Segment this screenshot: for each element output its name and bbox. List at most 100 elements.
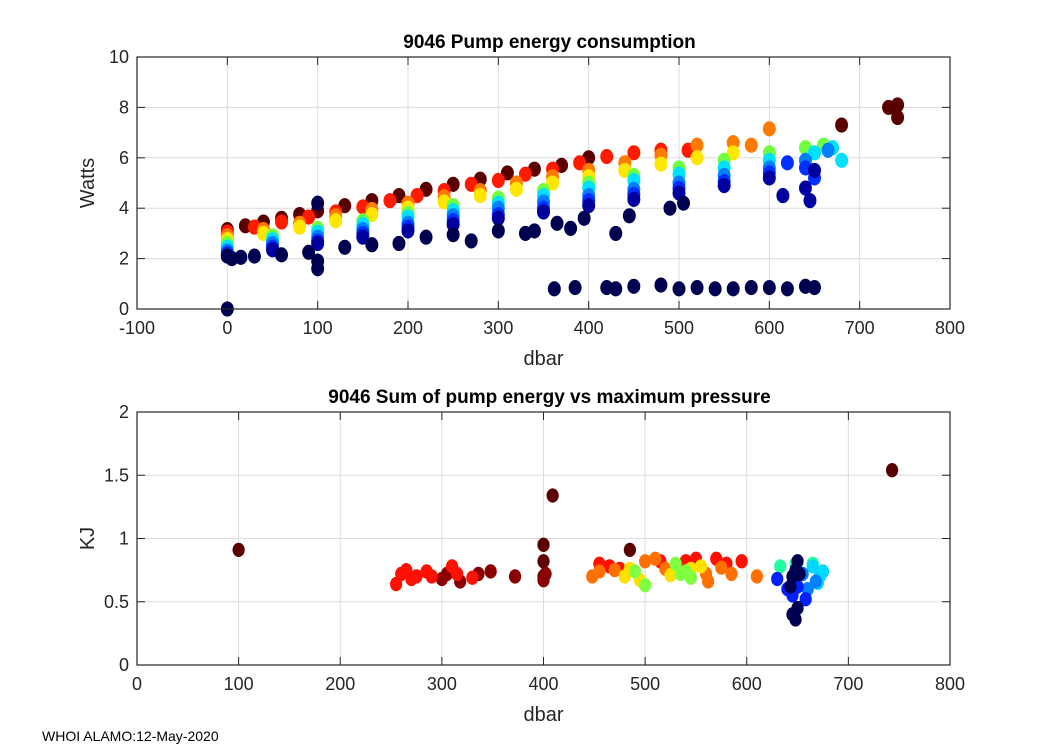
data-point [500,165,514,181]
data-point [735,554,748,569]
data-point [771,571,784,587]
data-point [780,155,794,171]
data-point [708,281,722,297]
data-point [744,137,758,153]
data-point [627,278,641,294]
data-point [663,200,677,216]
y-tick-label: 6 [119,148,129,168]
data-point [582,198,596,214]
data-point [677,195,690,211]
axes-box [136,411,951,666]
data-point [789,612,802,627]
data-point [410,188,424,204]
data-point [798,180,812,196]
x-tick-label: 300 [427,674,457,694]
data-point [649,551,662,566]
series-profiles-early [232,463,899,584]
x-tick-label: 0 [222,318,232,338]
data-point [311,235,325,252]
data-point [776,188,790,204]
data-point [654,277,668,293]
data-point [232,542,245,558]
data-point [690,280,704,296]
data-point [311,195,325,211]
data-point [509,181,523,197]
x-tick-label: 200 [393,318,423,338]
data-point [609,225,623,241]
x-tick-label: 500 [664,318,694,338]
x-tick-label: 100 [303,318,333,338]
data-point [762,121,776,137]
x-tick-label: 200 [325,674,355,694]
data-point [821,142,835,158]
data-point [527,223,541,239]
x-tick-label: 0 [132,674,142,694]
data-point [234,249,248,265]
data-point [762,170,776,186]
data-point [609,281,623,297]
data-point [726,281,740,297]
data-point [491,210,505,226]
x-axis-label: dbar [523,348,563,370]
data-point [338,239,352,255]
data-point [702,574,715,589]
data-point [491,172,505,189]
x-tick-label: 400 [574,318,604,338]
data-point [491,223,505,239]
x-tick-label: 400 [528,674,558,694]
y-tick-label: 0.5 [104,592,129,612]
y-tick-label: 2 [119,402,129,422]
data-point [293,219,307,235]
data-point [891,109,905,126]
data-point [808,162,821,178]
data-point [537,204,550,220]
data-point [816,564,830,579]
data-point [275,214,289,230]
data-point [750,569,764,584]
y-tick-label: 1 [119,529,129,549]
data-point [484,564,497,579]
data-point [546,175,560,191]
data-point [672,281,686,297]
data-point [508,569,522,584]
data-point [726,145,740,161]
data-point [744,280,758,296]
data-point [356,229,370,245]
data-point [537,554,550,569]
x-axis-label: dbar [523,704,563,726]
y-axis-label: KJ [77,527,99,550]
data-point [835,117,849,133]
data-point [608,562,621,578]
series-profiles-maroon [435,564,552,589]
data-point [401,223,415,239]
data-point [793,566,806,582]
data-point [383,193,397,209]
x-tick-label: 700 [833,674,863,694]
data-point [684,570,697,585]
data-point [311,253,325,269]
y-tick-label: 0 [119,299,129,319]
data-point [774,559,787,574]
data-point [539,566,552,582]
data-point [803,193,817,209]
data-point [791,554,804,569]
data-point [808,145,821,161]
data-point [450,566,464,582]
x-tick-label: 800 [935,318,965,338]
data-point [247,248,261,264]
x-tick-label: -100 [119,318,155,338]
data-point [464,233,478,249]
data-point [275,247,289,263]
data-point [600,148,614,165]
y-tick-label: 0 [119,655,129,675]
data-point [664,568,677,583]
data-point [762,280,776,296]
data-point [518,166,532,182]
data-point [690,150,704,166]
x-tick-label: 600 [732,674,762,694]
data-point [568,280,582,296]
x-tick-label: 700 [845,318,875,338]
series-profiles-latest [784,554,806,627]
data-point [622,208,636,224]
